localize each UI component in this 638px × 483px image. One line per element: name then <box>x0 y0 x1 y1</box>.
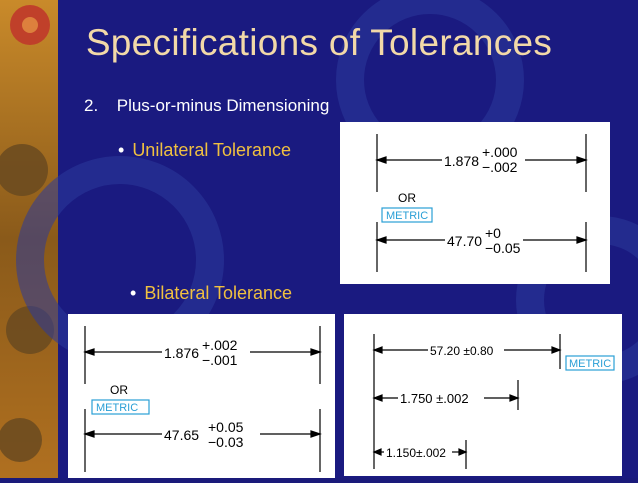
list-item-plus-minus: 2. Plus-or-minus Dimensioning <box>84 96 329 116</box>
bullet-unilateral-label: Unilateral Tolerance <box>132 140 292 160</box>
bullet-bilateral: • Bilateral Tolerance <box>130 283 292 304</box>
unilateral-dim2-upper: +0 <box>485 225 501 241</box>
metric-box <box>91 399 150 415</box>
bullet-unilateral: • Unilateral Tolerance <box>118 140 291 161</box>
bilateral-metric-label: METRIC <box>96 402 138 414</box>
unilateral-dim1-lower: −.002 <box>482 159 518 175</box>
bilateral-drawing-panel: 1.876 +.002 −.001 OR METRIC 47.65 +0.05 … <box>68 314 335 478</box>
gear-icon <box>10 5 50 45</box>
slide-title: Specifications of Tolerances <box>85 22 553 63</box>
item-text: Plus-or-minus Dimensioning <box>116 96 330 115</box>
bilateral-dim1-upper: +.002 <box>202 337 238 353</box>
bullet-dot-icon: • <box>118 140 125 160</box>
bullet-dot-icon: • <box>130 283 137 303</box>
unilateral-dim1-upper: +.000 <box>482 144 518 160</box>
equal-dim1: 57.20 ±0.80 <box>430 344 494 358</box>
equal-bilateral-drawing: 57.20 ±0.80 METRIC 1.750 ±.002 1.150±.00… <box>372 334 615 469</box>
metric-box <box>565 355 615 371</box>
unilateral-dim2-base: 47.70 <box>447 233 482 249</box>
bilateral-dim1-lower: −.001 <box>202 352 238 368</box>
bilateral-or-label: OR <box>110 383 128 397</box>
unilateral-dim1-base: 1.878 <box>444 153 479 169</box>
equal-dim3: 1.150±.002 <box>386 446 446 460</box>
equal-bilateral-drawing-panel: 57.20 ±0.80 METRIC 1.750 ±.002 1.150±.00… <box>344 314 622 476</box>
metric-box <box>381 207 433 223</box>
item-number: 2. <box>84 96 99 115</box>
equal-dim2: 1.750 ±.002 <box>400 391 469 406</box>
equal-metric-label: METRIC <box>569 358 611 370</box>
unilateral-drawing-panel: 1.878 +.000 −.002 OR METRIC 47.70 +0 −0.… <box>340 122 610 284</box>
unilateral-or-label: OR <box>398 191 416 205</box>
unilateral-drawing: 1.878 +.000 −.002 OR METRIC 47.70 +0 −0.… <box>375 134 588 272</box>
bilateral-dim2-lower: −0.03 <box>208 434 244 450</box>
bilateral-dim1-base: 1.876 <box>164 345 199 361</box>
bilateral-dim2-upper: +0.05 <box>208 419 244 435</box>
unilateral-metric-label: METRIC <box>386 210 428 222</box>
unilateral-dim2-lower: −0.05 <box>485 240 521 256</box>
bullet-bilateral-label: Bilateral Tolerance <box>144 283 293 303</box>
bilateral-dim2-base: 47.65 <box>164 427 199 443</box>
bilateral-drawing: 1.876 +.002 −.001 OR METRIC 47.65 +0.05 … <box>83 326 322 472</box>
